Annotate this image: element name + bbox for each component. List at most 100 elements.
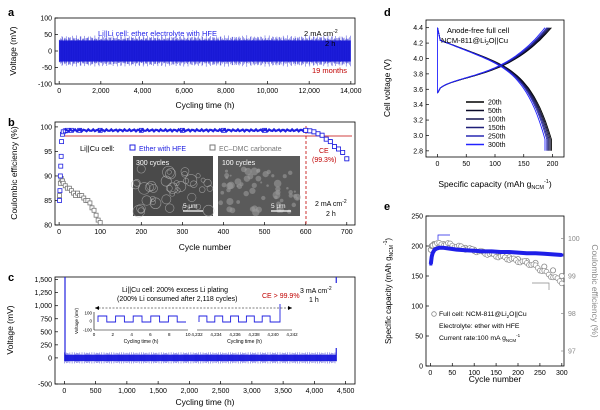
b-xtick-label: 0	[57, 229, 61, 236]
d-charge-curve	[437, 27, 546, 94]
c-inset-xtick-label-2: 4,240	[267, 332, 279, 337]
sem1-grain	[132, 205, 145, 218]
panel-c-frame	[54, 276, 356, 385]
b-ytick-label: 90	[44, 173, 52, 180]
e-capacity-point	[455, 248, 459, 252]
b-carbonate-point	[57, 193, 62, 198]
a-xtick-label: 2,000	[92, 88, 110, 95]
c-ytick-label: 750	[40, 316, 52, 323]
panel-a-time: 2 h	[325, 39, 335, 48]
sem2-grain	[236, 200, 241, 204]
sem2-grain	[236, 184, 239, 188]
d-discharge-curve	[437, 27, 546, 151]
c-inset-trace-1	[97, 315, 186, 323]
panel-label-c: c	[8, 272, 14, 284]
e-ytick-label: 0	[419, 364, 423, 371]
b-ether-tail-point	[307, 128, 313, 134]
scale-bar-2-label: 5 μm	[271, 203, 286, 210]
d-legend-label: 100th	[488, 117, 506, 124]
e-capacity-point	[542, 252, 546, 256]
e-xtick-label: 300	[556, 370, 568, 377]
sem1-grain	[144, 182, 154, 192]
e-capacity-point	[435, 246, 439, 250]
e-xtick-label: 100	[468, 370, 480, 377]
sem2-grain	[250, 167, 259, 176]
sem-label-300: 300 cycles	[136, 160, 170, 167]
panel-c-inset	[70, 283, 340, 348]
legend-marker-carbonate	[209, 144, 216, 151]
b-xtick-label: 400	[218, 229, 230, 236]
b-ytick-label: 95	[44, 149, 52, 156]
sem1-grain	[138, 182, 151, 195]
e-capacity-point	[450, 247, 454, 251]
panel-b: 0 100 200 300 400 500 600 700 80 85 90 95 100 300 cy…	[9, 121, 356, 252]
c-inset-xtick-label-2: 4,238	[248, 332, 260, 337]
panel-b-frame	[54, 121, 356, 226]
panel-a-annotation: Li||Li cell: ether electrolyte with HFE	[98, 29, 217, 38]
b-ether-tail-point	[340, 150, 346, 155]
e-ce-point	[550, 267, 557, 274]
c-xtick-label: 0	[62, 388, 66, 395]
sem2-grain	[249, 206, 256, 212]
b-ytick-label: 85	[44, 198, 52, 205]
legend-carbonate: EC–DMC carbonate	[219, 146, 282, 153]
sem2-grain	[261, 195, 266, 201]
sem1-grain	[167, 182, 179, 194]
e-ce-point	[558, 272, 565, 279]
b-ether-point	[57, 173, 63, 179]
sem2-grain	[282, 174, 287, 179]
sem2-grain	[229, 207, 236, 214]
sem2-grain	[288, 193, 293, 198]
c-inset-xtick-label-2: 4,236	[229, 332, 241, 337]
sem1-grain	[195, 203, 202, 210]
c-inset-xtick-label-1: 0	[93, 332, 96, 337]
c-ytick-label: 500	[40, 329, 52, 336]
sem2-grain	[225, 176, 229, 180]
a-ytick-label: 0	[48, 49, 52, 56]
panel-e-legend-marker	[431, 311, 437, 317]
c-voltage-band	[64, 354, 337, 362]
d-legend-label: 150th	[488, 125, 506, 132]
panel-a-ylabel: Voltage (mV)	[8, 26, 18, 75]
sem1-grain	[181, 171, 188, 178]
b-ether-tail-point	[319, 132, 325, 138]
e-capacity-point	[551, 252, 555, 256]
c-xtick-label: 1,000	[118, 388, 136, 395]
sem2-grain	[240, 166, 247, 173]
panel-d-title-1: Anode-free full cell	[447, 26, 509, 35]
b-carbonate-point	[93, 212, 99, 218]
sem1-grain	[141, 195, 152, 206]
sem1-grain	[165, 203, 175, 213]
b-ether-tail-point	[311, 129, 317, 135]
panel-c-ylabel: Voltage (mV)	[5, 305, 15, 354]
b-ether-tail-point	[327, 139, 333, 145]
d-legend-label: 20th	[488, 100, 502, 107]
a-xtick-label: 0	[57, 88, 61, 95]
e-ytick-label: 250	[411, 214, 423, 221]
e-capacity-point	[442, 246, 446, 250]
sem-label-100: 100 cycles	[222, 160, 256, 167]
sem2-grain	[220, 190, 225, 195]
d-xtick-label: 0	[436, 161, 440, 168]
e-capacity-point	[490, 249, 494, 253]
a-xtick-label: 10,000	[257, 88, 279, 95]
d-xtick-label: 50	[462, 161, 470, 168]
d-legend-label: 250th	[488, 134, 506, 141]
panel-e-legend-1: Full cell: NCM-811@Li2O||Cu	[439, 311, 527, 319]
panel-b-annotation: Li||Cu cell:	[80, 144, 115, 153]
sem2-grain	[276, 201, 282, 207]
sem2-grain	[275, 189, 281, 195]
c-inset-xlabel-2: Cycling time (h)	[227, 339, 262, 345]
panel-a-xlabel: Cycling time (h)	[175, 100, 234, 110]
sem2-grain	[218, 200, 224, 206]
panel-label-e: e	[384, 201, 390, 213]
sem1-grain	[165, 168, 177, 180]
sem1-grain	[198, 186, 206, 193]
sem2-grain	[279, 198, 284, 203]
sem1-grain	[165, 184, 173, 192]
sem1-grain	[146, 181, 157, 192]
d-ytick-label: 4.0	[413, 56, 423, 63]
c-xtick-label: 2,500	[212, 388, 230, 395]
panel-c-annotation-1: Li||Cu cell: 200% excess Li plating	[122, 287, 228, 294]
sem1-grain	[130, 179, 141, 190]
